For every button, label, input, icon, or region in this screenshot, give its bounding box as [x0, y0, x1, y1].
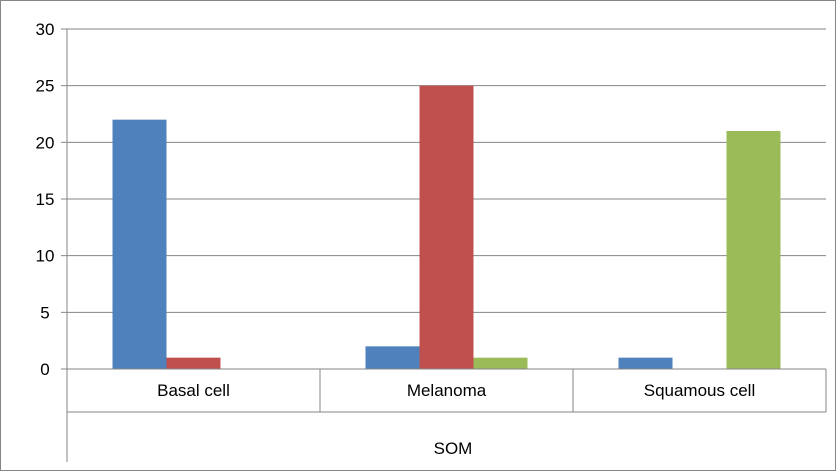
y-tick-label: 15 [36, 190, 55, 209]
bar-series-2-melanoma [419, 85, 474, 370]
bar-series-1-melanoma [365, 346, 420, 369]
category-labels: Basal cell Melanoma Squamous cell [157, 381, 755, 400]
category-label: Squamous cell [644, 381, 756, 400]
y-tick-label: 20 [36, 133, 55, 152]
y-tick-label: 30 [36, 20, 55, 39]
y-tick-label: 10 [36, 247, 55, 266]
category-label: Melanoma [407, 381, 487, 400]
bar-series-1-basal-cell [112, 119, 167, 370]
y-axis-tick-labels: 0 5 10 15 20 25 30 [36, 20, 55, 379]
bar-series-1-squamous-cell [618, 357, 673, 369]
y-tick-label: 5 [40, 303, 49, 322]
y-tick-label: 0 [40, 360, 49, 379]
bar-series-3-squamous-cell [726, 131, 781, 369]
y-tick-label: 25 [36, 77, 55, 96]
axes [66, 29, 827, 462]
category-label: Basal cell [157, 381, 230, 400]
bar-series-2-basal-cell [166, 357, 221, 369]
bar-series-3-melanoma [473, 357, 528, 369]
group-axis-label: SOM [434, 439, 473, 458]
bars [112, 85, 781, 370]
